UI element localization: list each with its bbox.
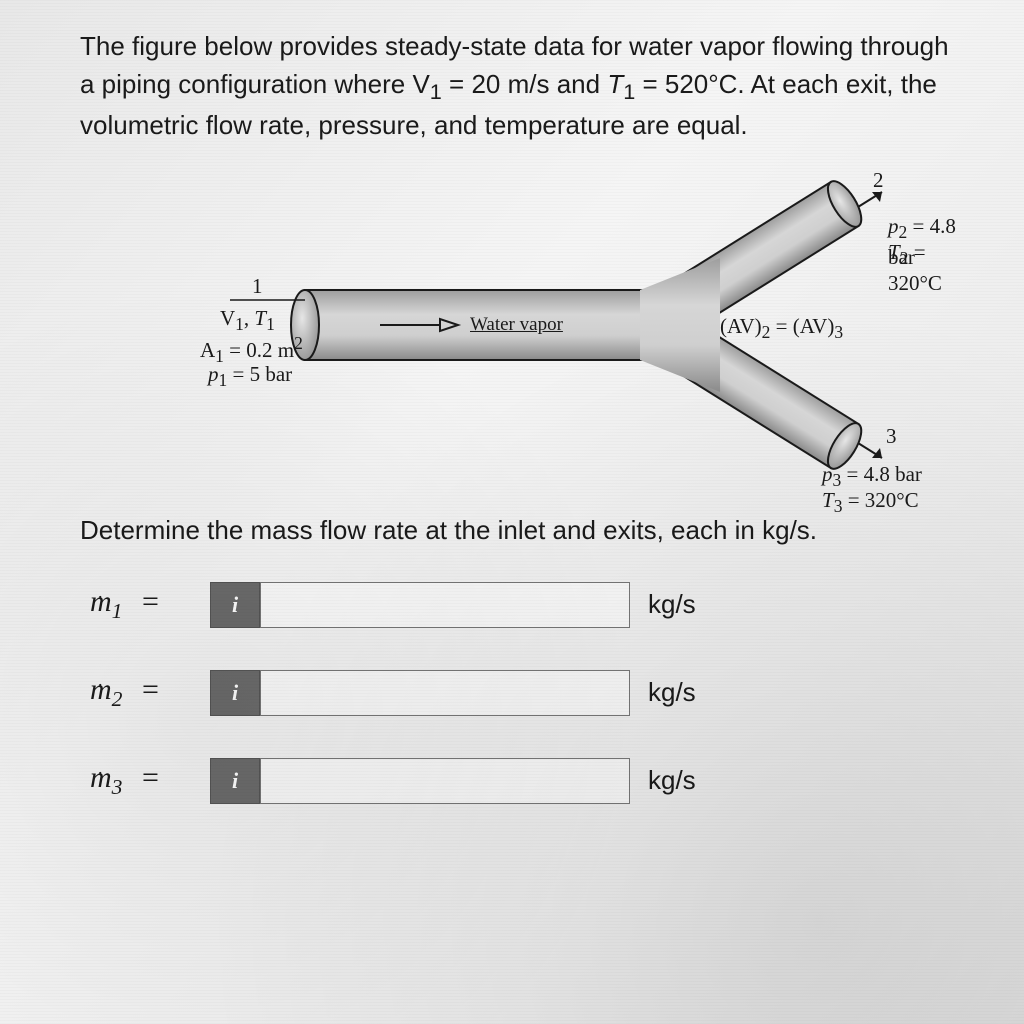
m2-label: .m2 = — [90, 673, 210, 712]
m1-input[interactable] — [260, 582, 630, 628]
branch-equation: (AV)2 = (AV)3 — [720, 313, 843, 344]
exit2-tag: 2 — [873, 167, 884, 193]
m3-input[interactable] — [260, 758, 630, 804]
m3-unit: kg/s — [648, 765, 696, 796]
hint-button-m1[interactable]: i — [210, 582, 260, 628]
hint-button-m3[interactable]: i — [210, 758, 260, 804]
inlet-tag: 1 — [252, 273, 263, 299]
exit3-T: T3 = 320°C — [822, 487, 919, 518]
answer-row-m1: .m1 = i kg/s — [90, 582, 964, 628]
question-text: Determine the mass flow rate at the inle… — [80, 515, 964, 546]
problem-statement: The figure below provides steady-state d… — [80, 28, 964, 145]
m1-label: .m1 = — [90, 585, 210, 624]
hint-button-m2[interactable]: i — [210, 670, 260, 716]
inlet-line3: p1 = 5 bar — [208, 361, 292, 392]
answers-block: .m1 = i kg/s .m2 = i kg/s .m3 = i kg/s — [80, 582, 964, 804]
m2-unit: kg/s — [648, 677, 696, 708]
answer-row-m3: .m3 = i kg/s — [90, 758, 964, 804]
exit3-tag: 3 — [886, 423, 897, 449]
m3-label: .m3 = — [90, 761, 210, 800]
flow-label: Water vapor — [470, 313, 563, 337]
m1-unit: kg/s — [648, 589, 696, 620]
exit2-T: T2 = 320°C — [888, 239, 964, 296]
figure: 1 V1, T1 A1 = 0.2 m2 p1 = 5 bar Water va… — [80, 165, 964, 495]
inlet-line1: V1, T1 — [220, 305, 275, 336]
answer-row-m2: .m2 = i kg/s — [90, 670, 964, 716]
m2-input[interactable] — [260, 670, 630, 716]
